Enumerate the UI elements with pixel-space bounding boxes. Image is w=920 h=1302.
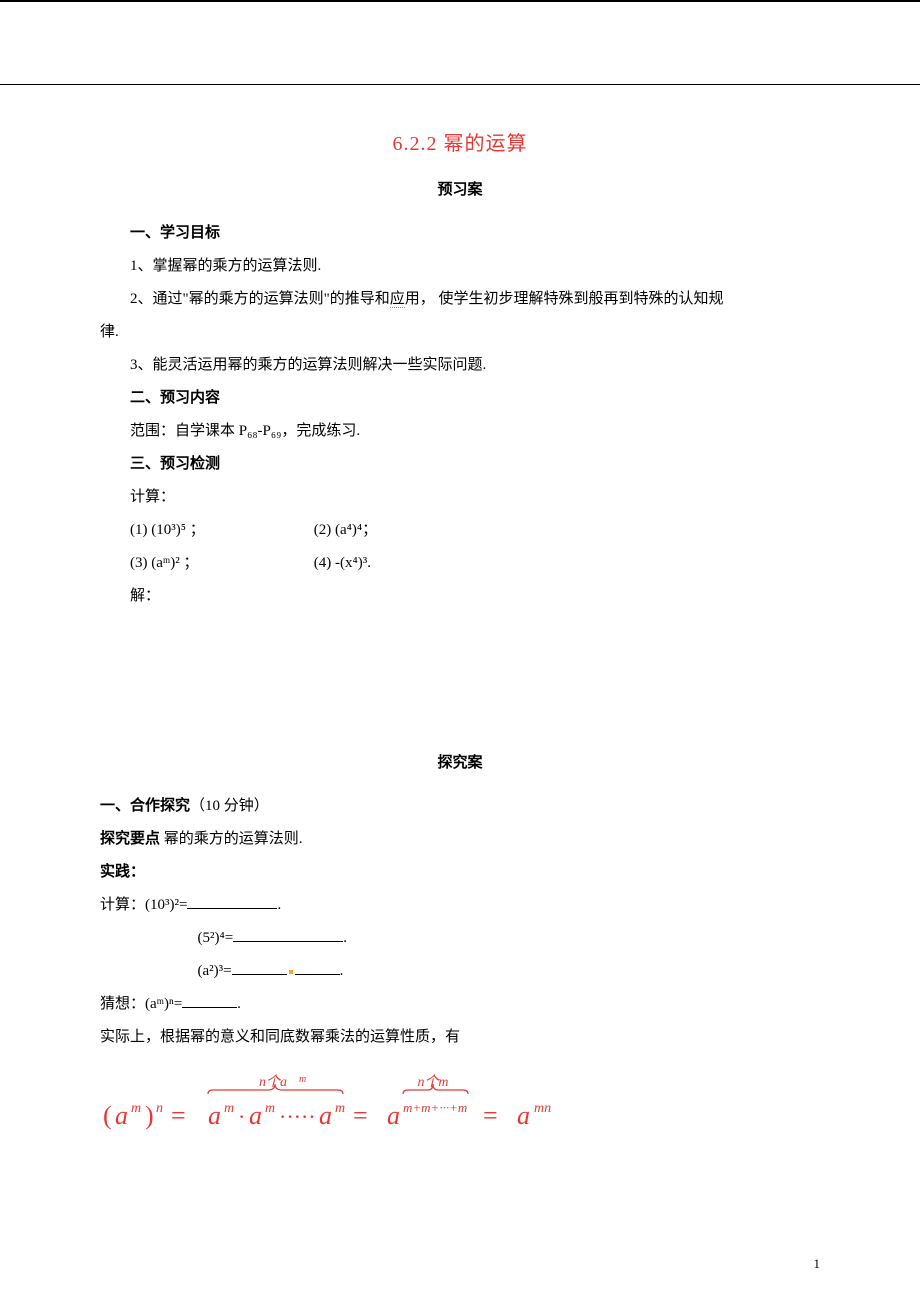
svg-text:mn: mn (534, 1101, 551, 1116)
svg-text:a: a (249, 1101, 262, 1130)
svg-text:n个a: n个a (259, 1074, 287, 1090)
calc-item-4: (4) -(x⁴)³. (314, 555, 371, 571)
svg-text:(: ( (103, 1101, 112, 1130)
period-3: . (340, 963, 344, 979)
explore-1-label: 一、合作探究 (100, 798, 190, 814)
goal-2-line1: 2、通过"幂的乘方的运算法则"的推导和应用， 使学生初步理解特殊到般再到特殊的认… (100, 283, 820, 316)
calc-item-3: (3) (aᵐ)² ； (130, 547, 310, 580)
horizontal-rule (0, 84, 920, 85)
svg-text:a: a (517, 1101, 530, 1130)
orange-dot-icon (289, 970, 293, 974)
svg-text:=: = (483, 1101, 498, 1130)
svg-text:m: m (299, 1074, 306, 1085)
page: 6.2.2 幂的运算 预习案 一、学习目标 1、掌握幂的乘方的运算法则. 2、通… (0, 0, 920, 1302)
calc-label: 计算： (100, 481, 820, 514)
explore-1: 一、合作探究（10 分钟） (100, 790, 820, 823)
heading-preview-check: 三、预习检测 (100, 448, 820, 481)
heading-goals: 一、学习目标 (100, 217, 820, 250)
period-1: . (277, 897, 281, 913)
practice-line-3: (a²)³=. (100, 955, 820, 988)
practice-label: 实践： (100, 856, 820, 889)
page-number: 1 (814, 1256, 821, 1272)
explore-point-label: 探究要点 (100, 831, 160, 847)
explore-1-time: （10 分钟） (190, 798, 269, 814)
svg-text:n: n (156, 1101, 163, 1116)
section-preview-heading: 预习案 (100, 178, 820, 199)
svg-text:m: m (224, 1101, 234, 1116)
explore-point: 探究要点 幂的乘方的运算法则. (100, 823, 820, 856)
practice-line-1: 计算：(10³)²=. (100, 889, 820, 922)
practice-calc-3: (a²)³= (198, 963, 232, 979)
calc-item-1: (1) (10³)⁵ ； (130, 514, 310, 547)
svg-text:·····: ····· (279, 1104, 316, 1129)
svg-text:m: m (265, 1101, 275, 1116)
goal-2-app: 应 (390, 291, 405, 308)
goal-2-pre: 2、通过"幂的乘方的运算法则"的推导和 (130, 291, 390, 307)
blank-1 (187, 893, 277, 909)
svg-text:m+m+···+m: m+m+···+m (403, 1100, 467, 1115)
goal-2-line2: 律. (100, 316, 820, 349)
explore-point-text: 幂的乘方的运算法则. (160, 831, 303, 847)
goal-1: 1、掌握幂的乘方的运算法则. (100, 250, 820, 283)
blank-2 (233, 926, 343, 942)
svg-text:·: · (238, 1104, 245, 1129)
section-explore-heading: 探究案 (100, 751, 820, 772)
practice-calc-1: 计算：(10³)²= (100, 897, 187, 913)
calc-item-2: (2) (a⁴)⁴； (314, 522, 377, 538)
solution-label: 解： (100, 580, 820, 613)
blank-guess (182, 992, 237, 1008)
svg-text:): ) (145, 1101, 154, 1130)
heading-preview-content: 二、预习内容 (100, 382, 820, 415)
svg-text:a: a (115, 1101, 128, 1130)
calc-row-2: (3) (aᵐ)² ； (4) -(x⁴)³. (100, 547, 820, 580)
svg-text:m: m (131, 1101, 141, 1116)
formula-block: ( a m ) n = n个a m a m · a m ····· a m = (100, 1072, 820, 1147)
preview-scope: 范围：自学课本 P₆₈-P₆₉，完成练习. (100, 415, 820, 448)
svg-text:m: m (335, 1101, 345, 1116)
svg-text:=: = (171, 1101, 186, 1130)
document-title: 6.2.2 幂的运算 (100, 127, 820, 156)
practice-calc-2: (5²)⁴= (198, 930, 234, 946)
guess-line: 猜想：(aᵐ)ⁿ=. (100, 988, 820, 1021)
formula-svg: ( a m ) n = n个a m a m · a m ····· a m = (103, 1072, 663, 1142)
svg-text:=: = (353, 1101, 368, 1130)
actual-text: 实际上，根据幂的意义和同底数幂乘法的运算性质，有 (100, 1021, 820, 1054)
svg-text:a: a (387, 1101, 400, 1130)
practice-line-2: (5²)⁴=. (100, 922, 820, 955)
svg-text:a: a (208, 1101, 221, 1130)
blank-3a (232, 959, 287, 975)
svg-text:a: a (319, 1101, 332, 1130)
blank-space (100, 613, 820, 733)
period-2: . (343, 930, 347, 946)
goal-3: 3、能灵活运用幂的乘方的运算法则解决一些实际问题. (100, 349, 820, 382)
blank-3b (295, 959, 340, 975)
guess-label: 猜想：(aᵐ)ⁿ= (100, 996, 182, 1012)
goal-2-post: 用， 使学生初步理解特殊到般再到特殊的认知规 (405, 291, 724, 307)
calc-row-1: (1) (10³)⁵ ； (2) (a⁴)⁴； (100, 514, 820, 547)
